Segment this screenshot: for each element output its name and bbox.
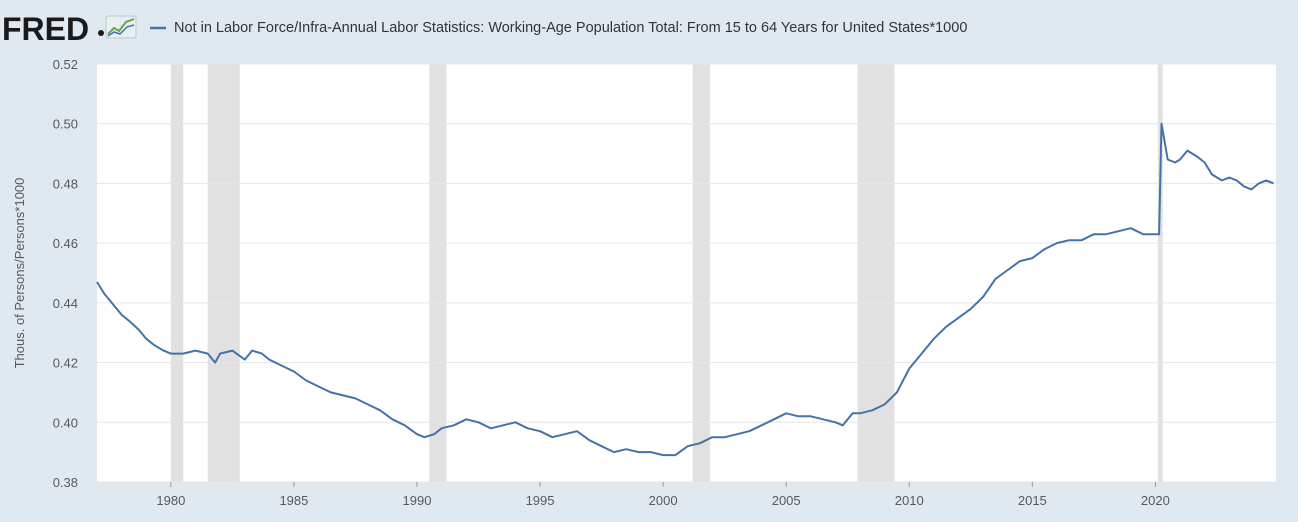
x-tick-label: 1980	[156, 493, 185, 508]
recession-band	[692, 64, 710, 482]
x-axis-ticks: 1980 1985 1990 1995 2000 2005 2010 2015 2020	[156, 482, 1170, 508]
recession-band	[857, 64, 895, 482]
x-tick-label: 2010	[895, 493, 924, 508]
y-tick-label: 0.50	[53, 117, 78, 132]
x-tick-label: 1990	[403, 493, 432, 508]
y-tick-label: 0.52	[53, 57, 78, 72]
x-tick-label: 1985	[279, 493, 308, 508]
y-tick-label: 0.40	[53, 415, 78, 430]
recession-band	[1157, 64, 1163, 482]
y-tick-label: 0.38	[53, 475, 78, 490]
gridlines	[97, 63, 1276, 483]
y-axis-ticks: 0.38 0.40 0.42 0.44 0.46 0.48 0.50 0.52	[53, 57, 78, 490]
series-line	[96, 122, 1274, 457]
logo-graph-icon	[105, 15, 137, 39]
recession-band	[207, 64, 240, 482]
legend-label: Not in Labor Force/Infra-Annual Labor St…	[174, 20, 967, 36]
fred-logo[interactable]: FRED	[2, 11, 89, 47]
y-tick-label: 0.42	[53, 356, 78, 371]
plot-area	[97, 64, 1276, 482]
recession-bands	[170, 64, 1163, 482]
x-tick-label: 1995	[526, 493, 555, 508]
y-tick-label: 0.46	[53, 236, 78, 251]
y-axis-label: Thous. of Persons/Persons*1000	[12, 178, 27, 369]
recession-band	[429, 64, 447, 482]
y-tick-label: 0.44	[53, 296, 78, 311]
recession-band	[170, 64, 184, 482]
x-tick-label: 2015	[1018, 493, 1047, 508]
x-tick-label: 2020	[1141, 493, 1170, 508]
x-tick-label: 2005	[772, 493, 801, 508]
y-tick-label: 0.48	[53, 176, 78, 191]
logo-registered-dot	[98, 30, 104, 36]
x-tick-label: 2000	[649, 493, 678, 508]
